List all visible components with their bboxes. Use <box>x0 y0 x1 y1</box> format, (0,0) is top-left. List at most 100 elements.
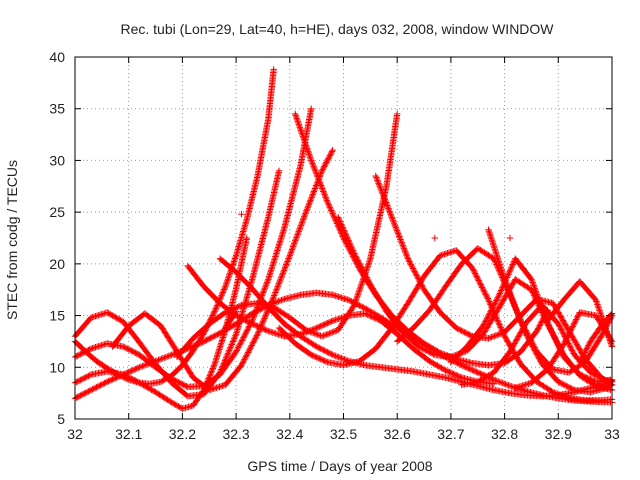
data-point <box>569 347 576 354</box>
data-point <box>223 353 231 360</box>
data-point <box>142 361 149 369</box>
data-point <box>222 309 229 316</box>
data-point <box>275 281 282 289</box>
data-point <box>366 279 373 287</box>
data-point <box>338 222 346 230</box>
data-point <box>323 159 330 166</box>
data-point <box>486 371 494 378</box>
data-point <box>310 164 318 172</box>
data-point <box>289 243 297 250</box>
data-point <box>296 225 303 232</box>
data-point <box>286 253 293 261</box>
data-point <box>373 174 380 181</box>
data-point <box>247 319 255 327</box>
data-point <box>594 301 601 308</box>
data-point <box>537 320 544 328</box>
data-point <box>442 367 449 374</box>
data-point <box>401 248 409 255</box>
data-point <box>207 369 215 377</box>
data-point <box>496 322 504 330</box>
data-point <box>391 221 398 228</box>
data-point <box>353 296 360 303</box>
data-point <box>481 319 488 327</box>
data-point <box>203 379 211 387</box>
data-point <box>226 271 233 278</box>
data-point <box>470 367 477 374</box>
data-point <box>270 66 277 73</box>
data-point <box>259 290 266 298</box>
data-point <box>420 285 427 292</box>
data-point <box>562 337 569 344</box>
data-point <box>380 302 387 310</box>
data-point <box>400 243 407 251</box>
data-point <box>499 298 506 306</box>
data-point <box>488 305 496 313</box>
data-point <box>220 286 228 293</box>
data-point <box>494 317 501 324</box>
data-point <box>306 327 313 335</box>
data-point <box>368 284 376 291</box>
data-point <box>494 331 501 339</box>
data-point <box>556 323 563 330</box>
data-point <box>409 263 416 271</box>
data-point <box>563 335 570 343</box>
data-point <box>293 115 300 122</box>
data-point <box>263 309 271 316</box>
data-point <box>148 386 155 393</box>
data-point <box>312 330 320 338</box>
data-point <box>487 308 494 316</box>
data-point <box>230 336 237 344</box>
data-point <box>562 322 570 329</box>
data-point <box>495 320 502 327</box>
data-point <box>397 237 405 245</box>
data-point <box>79 349 87 357</box>
data-point <box>524 330 531 337</box>
data-point <box>607 340 615 347</box>
data-point <box>173 402 181 409</box>
data-point <box>250 313 258 320</box>
data-point <box>596 374 604 381</box>
data-point <box>175 403 182 410</box>
data-point <box>340 225 347 233</box>
data-point <box>500 296 508 303</box>
data-point <box>474 274 481 281</box>
data-point <box>353 254 360 261</box>
data-point <box>577 357 584 364</box>
data-point <box>313 324 320 332</box>
data-point <box>306 198 314 205</box>
data-point <box>570 320 578 327</box>
data-point <box>295 121 303 128</box>
data-point <box>244 326 252 333</box>
data-point <box>326 318 334 326</box>
data-point <box>224 350 232 357</box>
data-point <box>382 197 389 205</box>
data-point <box>475 377 483 385</box>
data-point <box>356 302 363 309</box>
data-point <box>549 388 557 396</box>
data-point <box>244 350 251 358</box>
data-point <box>335 215 342 222</box>
data-point <box>217 293 225 301</box>
data-point <box>562 393 570 401</box>
data-point <box>590 370 597 378</box>
data-point <box>308 194 315 201</box>
data-point <box>406 259 414 267</box>
data-point <box>367 281 374 288</box>
data-point <box>552 336 559 344</box>
data-point <box>506 267 514 274</box>
data-point <box>506 287 513 295</box>
data-point <box>426 348 433 356</box>
data-point <box>493 315 501 323</box>
data-point <box>213 303 220 311</box>
data-point <box>297 223 304 231</box>
data-point <box>469 264 476 272</box>
data-point <box>159 377 166 385</box>
data-point <box>314 177 322 185</box>
data-point <box>557 391 564 399</box>
data-point <box>564 383 571 390</box>
data-point <box>305 201 312 208</box>
data-point <box>79 390 87 398</box>
data-point <box>243 328 250 336</box>
data-point <box>252 335 259 342</box>
data-point <box>208 334 216 341</box>
